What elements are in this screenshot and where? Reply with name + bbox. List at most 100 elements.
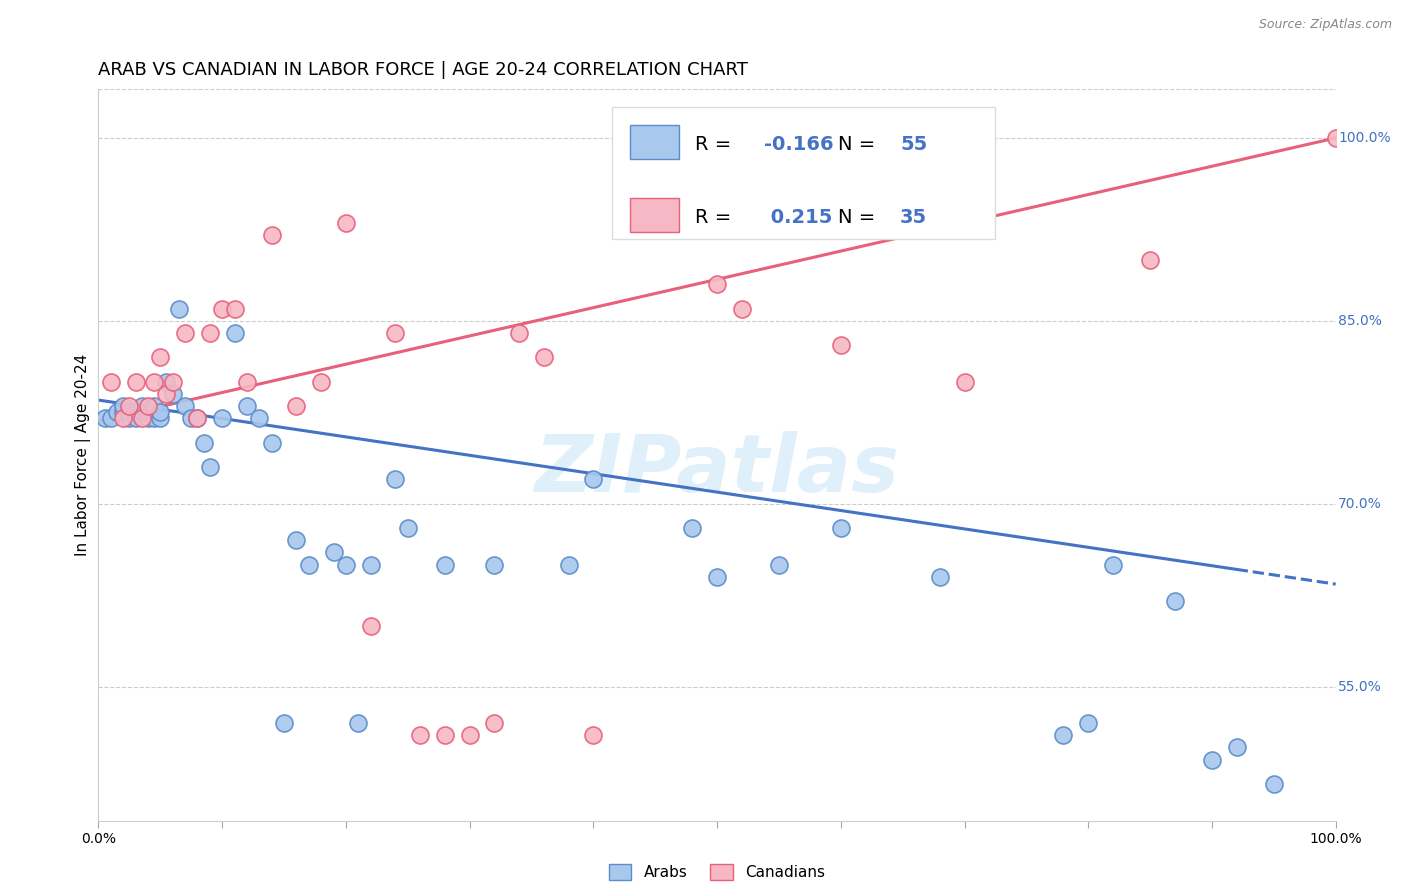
Point	[260, 228, 283, 243]
Point	[1139, 252, 1161, 267]
FancyBboxPatch shape	[630, 198, 679, 232]
Point	[167, 301, 190, 316]
Point	[484, 716, 506, 731]
Point	[731, 301, 754, 316]
Point	[953, 375, 976, 389]
Point	[162, 387, 184, 401]
Point	[335, 558, 357, 572]
Point	[118, 405, 141, 419]
Point	[100, 375, 122, 389]
FancyBboxPatch shape	[630, 125, 679, 159]
Text: 55: 55	[900, 135, 928, 153]
Text: R =: R =	[695, 208, 737, 227]
Point	[409, 728, 432, 742]
Point	[162, 375, 184, 389]
Point	[105, 405, 128, 419]
Point	[100, 411, 122, 425]
Point	[193, 435, 215, 450]
Point	[112, 399, 135, 413]
Point	[273, 716, 295, 731]
Point	[706, 277, 728, 292]
Point	[384, 472, 406, 486]
Point	[396, 521, 419, 535]
Point	[155, 387, 177, 401]
Point	[112, 411, 135, 425]
Point	[322, 545, 344, 559]
Point	[180, 411, 202, 425]
Point	[360, 618, 382, 632]
Point	[136, 411, 159, 425]
Point	[236, 399, 259, 413]
Point	[706, 570, 728, 584]
Point	[224, 326, 246, 340]
FancyBboxPatch shape	[612, 108, 995, 239]
Point	[830, 338, 852, 352]
Point	[93, 411, 115, 425]
Text: 85.0%: 85.0%	[1339, 314, 1382, 328]
Point	[1324, 131, 1347, 145]
Text: 100.0%: 100.0%	[1339, 131, 1391, 145]
Text: N =: N =	[838, 135, 882, 153]
Point	[582, 728, 605, 742]
Text: R =: R =	[695, 135, 737, 153]
Point	[681, 521, 703, 535]
Point	[186, 411, 208, 425]
Point	[360, 558, 382, 572]
Point	[149, 405, 172, 419]
Point	[131, 411, 153, 425]
Text: 35: 35	[900, 208, 928, 227]
Point	[1102, 558, 1125, 572]
Text: ZIPatlas: ZIPatlas	[534, 431, 900, 508]
Point	[533, 351, 555, 365]
Point	[384, 326, 406, 340]
Point	[112, 405, 135, 419]
Point	[1077, 716, 1099, 731]
Point	[557, 558, 579, 572]
Point	[131, 405, 153, 419]
Point	[433, 728, 456, 742]
Point	[174, 399, 197, 413]
Point	[149, 351, 172, 365]
Text: -0.166: -0.166	[763, 135, 834, 153]
Point	[830, 521, 852, 535]
Text: 55.0%: 55.0%	[1339, 680, 1382, 694]
Point	[260, 435, 283, 450]
Point	[131, 399, 153, 413]
Point	[186, 411, 208, 425]
Text: Source: ZipAtlas.com: Source: ZipAtlas.com	[1258, 18, 1392, 31]
Point	[136, 399, 159, 413]
Point	[224, 301, 246, 316]
Point	[1052, 728, 1074, 742]
Point	[1226, 740, 1249, 755]
Text: 0.215: 0.215	[763, 208, 832, 227]
Point	[198, 460, 221, 475]
Point	[247, 411, 270, 425]
Point	[118, 411, 141, 425]
Point	[1164, 594, 1187, 608]
Point	[508, 326, 530, 340]
Point	[1263, 777, 1285, 791]
Text: N =: N =	[838, 208, 882, 227]
Point	[298, 558, 321, 572]
Point	[155, 375, 177, 389]
Point	[285, 533, 308, 548]
Point	[458, 728, 481, 742]
Point	[118, 399, 141, 413]
Point	[582, 472, 605, 486]
Point	[484, 558, 506, 572]
Point	[928, 570, 950, 584]
Point	[124, 405, 146, 419]
Point	[309, 375, 332, 389]
Point	[347, 716, 370, 731]
Text: 70.0%: 70.0%	[1339, 497, 1382, 511]
Y-axis label: In Labor Force | Age 20-24: In Labor Force | Age 20-24	[76, 354, 91, 556]
Point	[143, 411, 166, 425]
Point	[174, 326, 197, 340]
Point	[149, 411, 172, 425]
Point	[198, 326, 221, 340]
Point	[768, 558, 790, 572]
Point	[143, 375, 166, 389]
Legend: Arabs, Canadians: Arabs, Canadians	[602, 858, 832, 886]
Point	[136, 405, 159, 419]
Point	[211, 411, 233, 425]
